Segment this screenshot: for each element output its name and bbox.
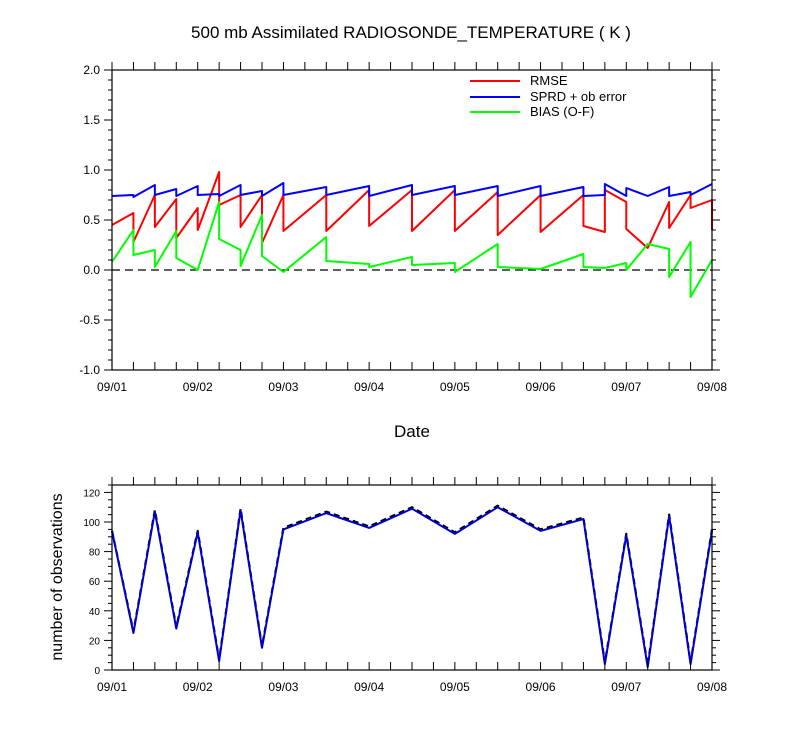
x-tick-label: 09/06 [526,380,556,394]
x-tick-label: 09/07 [611,380,641,394]
bottom-y-axis-label: number of observations [49,493,66,660]
bottom-x-tick-labels: 09/01 09/02 09/03 09/04 09/05 09/06 09/07 09/08 [97,680,727,694]
x-tick-label: 09/04 [354,680,384,694]
bottom-y-tick-labels: 0 20 40 60 80 100 120 [83,488,100,677]
legend-label-bias: BIAS (O-F) [530,104,594,119]
x-tick-label: 09/03 [268,680,298,694]
top-ticks [104,62,720,371]
legend-label-sprd: SPRD + ob error [530,89,627,104]
y-tick-label: 1.5 [83,113,100,127]
top-x-axis-label: Date [394,422,430,441]
series-line-bias-o-f [111,201,713,298]
x-tick-label: 09/02 [183,380,213,394]
bottom-series-group [110,504,714,669]
y-tick-label: 20 [89,636,101,647]
x-tick-label: 09/03 [268,380,298,394]
x-tick-label: 09/08 [697,380,727,394]
bottom-plot-frame [111,484,713,671]
x-tick-label: 09/08 [697,680,727,694]
top-x-tick-labels: 09/01 09/02 09/03 09/04 09/05 09/06 09/07 09/08 [97,380,727,394]
x-tick-label: 09/01 [97,680,127,694]
y-tick-label: 60 [89,577,101,588]
legend: RMSE SPRD + ob error BIAS (O-F) [470,73,627,119]
y-tick-label: 1.0 [83,163,100,177]
bottom-ticks [104,477,720,671]
y-tick-label: 100 [83,518,100,529]
x-tick-label: 09/07 [611,680,641,694]
legend-label-rmse: RMSE [530,73,568,88]
top-y-tick-labels: -1.0 -0.5 0.0 0.5 1.0 1.5 2.0 [79,63,100,377]
top-plot: -1.0-0.50.00.51.01.52.0 09/01 09/02 09/03 0… [79,62,727,441]
x-tick-label: 09/05 [440,380,470,394]
x-tick-label: 09/05 [440,680,470,694]
y-tick-label: 0.5 [83,213,100,227]
chart-title: 500 mb Assimilated RADIOSONDE_TEMPERATUR… [191,23,631,42]
y-tick-label: 2.0 [83,63,100,77]
series-line-possible [110,504,714,667]
x-tick-label: 09/02 [183,680,213,694]
y-tick-label: 0 [94,666,100,677]
y-tick-label: 80 [89,548,101,559]
y-tick-label: 120 [83,488,100,499]
y-tick-label: 0.0 [83,263,100,277]
series-line-sprd-ob-error [111,182,713,198]
y-tick-label: -0.5 [79,313,100,327]
y-tick-label: 40 [89,607,101,618]
series-line-used [111,506,713,669]
top-series-group [111,171,713,298]
y-tick-label: -1.0 [79,363,100,377]
x-tick-label: 09/01 [97,380,127,394]
x-tick-label: 09/06 [526,680,556,694]
x-tick-label: 09/04 [354,380,384,394]
series-line-rmse [111,171,713,249]
